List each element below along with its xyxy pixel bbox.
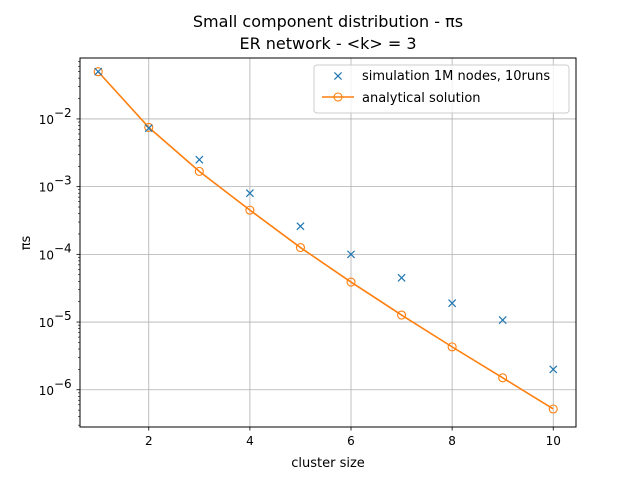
point-simulation bbox=[346, 250, 356, 259]
point-analytical bbox=[498, 373, 508, 383]
y-tick-label: 10 bbox=[39, 384, 54, 398]
series-line-analytical bbox=[97, 71, 554, 410]
x-tick-label: 2 bbox=[145, 434, 153, 448]
legend-marker-simulation bbox=[333, 71, 343, 81]
point-simulation bbox=[397, 273, 406, 282]
x-ticks: 2 4 6 8 10 bbox=[145, 427, 561, 448]
point-analytical bbox=[548, 404, 558, 414]
y-axis-label: πs bbox=[19, 235, 34, 250]
point-simulation bbox=[94, 67, 103, 76]
point-analytical bbox=[346, 277, 356, 287]
x-axis-label: cluster size bbox=[291, 456, 365, 471]
grid bbox=[80, 58, 576, 427]
y-tick-exponent: −6 bbox=[54, 377, 72, 391]
point-analytical bbox=[194, 166, 204, 176]
x-tick-label: 10 bbox=[546, 434, 561, 448]
point-analytical bbox=[397, 310, 407, 320]
y-tick-exponent: −3 bbox=[54, 174, 72, 188]
y-tick-label: 10 bbox=[39, 248, 54, 262]
legend-entry-analytical bbox=[322, 92, 354, 102]
chart-title-line2: ER network - <k> = 3 bbox=[239, 34, 416, 53]
series-layer bbox=[93, 67, 558, 414]
y-ticks: 10 −210 −310−410−510−6 bbox=[39, 61, 80, 426]
chart-title-line1: Small component distribution - πs bbox=[193, 12, 463, 31]
legend-entry-simulation bbox=[333, 71, 343, 81]
point-analytical bbox=[245, 205, 255, 215]
point-analytical bbox=[93, 67, 103, 77]
point-simulation bbox=[448, 299, 457, 308]
plot-frame bbox=[79, 57, 577, 428]
point-analytical bbox=[144, 122, 154, 132]
x-tick-label: 8 bbox=[448, 434, 456, 448]
point-simulation bbox=[549, 365, 558, 374]
y-tick-label: 10 bbox=[39, 113, 54, 127]
point-simulation bbox=[296, 222, 305, 231]
legend-box bbox=[313, 64, 570, 114]
point-simulation bbox=[498, 316, 507, 325]
x-tick-label: 4 bbox=[246, 434, 254, 448]
y-tick-exponent: −4 bbox=[54, 241, 72, 255]
legend: simulation 1M nodes, 10runs analytical s… bbox=[313, 64, 570, 114]
x-tick-label: 6 bbox=[347, 434, 355, 448]
point-simulation bbox=[144, 124, 153, 133]
y-tick-label: 10 bbox=[39, 181, 54, 195]
legend-label-analytical: analytical solution bbox=[362, 91, 481, 106]
y-tick-exponent: −5 bbox=[54, 309, 72, 323]
y-tick-label: 10 bbox=[39, 316, 54, 330]
y-tick-exponent: −2 bbox=[54, 106, 72, 120]
point-simulation bbox=[195, 155, 204, 164]
point-analytical bbox=[295, 243, 305, 253]
legend-label-simulation: simulation 1M nodes, 10runs bbox=[362, 69, 550, 84]
legend-marker-analytical bbox=[333, 92, 343, 102]
point-analytical bbox=[447, 342, 457, 352]
point-simulation bbox=[245, 189, 254, 198]
